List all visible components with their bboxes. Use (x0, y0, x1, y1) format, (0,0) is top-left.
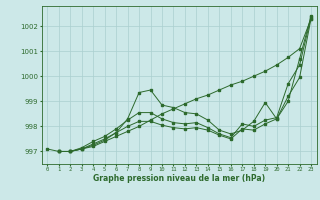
X-axis label: Graphe pression niveau de la mer (hPa): Graphe pression niveau de la mer (hPa) (93, 174, 265, 183)
